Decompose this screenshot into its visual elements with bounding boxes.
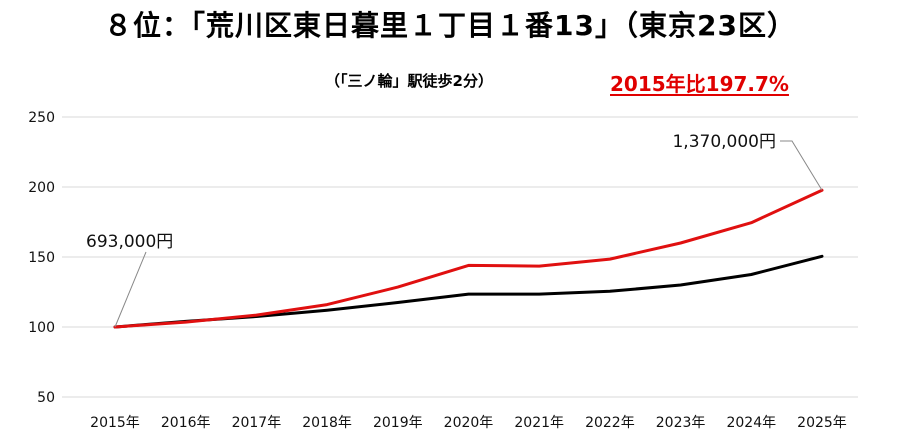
annotation-end-price: 1,370,000円: [672, 132, 776, 152]
y-tick-label: 50: [37, 390, 55, 406]
x-tick-label: 2016年: [161, 415, 211, 431]
y-tick-label: 100: [28, 320, 55, 336]
gridlines: [62, 116, 858, 398]
x-tick-label: 2021年: [514, 415, 564, 431]
x-tick-label: 2022年: [585, 415, 635, 431]
x-tick-label: 2025年: [797, 415, 847, 431]
y-tick-label: 250: [28, 110, 55, 126]
x-tick-label: 2018年: [302, 415, 352, 431]
annotation-leader-line: [114, 251, 147, 328]
y-axis-ticks: 50 100 150 200 250: [28, 110, 55, 406]
x-tick-label: 2015年: [90, 415, 140, 431]
x-tick-label: 2023年: [656, 415, 706, 431]
x-tick-label: 2024年: [726, 415, 776, 431]
series-lines: [113, 188, 824, 329]
annotation-start-price: 693,000円: [86, 232, 173, 252]
annotations: 693,000円 1,370,000円: [86, 132, 823, 328]
y-tick-label: 150: [28, 250, 55, 266]
series-line-red: [113, 188, 824, 329]
growth-rate-badge: 2015年比197.7%: [610, 72, 789, 96]
x-axis-ticks: 2015年 2016年 2017年 2018年 2019年 2020年 2021年 2022年…: [90, 415, 847, 431]
x-tick-label: 2019年: [373, 415, 423, 431]
x-tick-label: 2017年: [232, 415, 282, 431]
y-tick-label: 200: [28, 180, 55, 196]
chart-subtitle: （「三ノ輪」駅徒歩2分）: [325, 72, 493, 90]
annotation-leader-line: [780, 140, 823, 191]
page-title: ８位：「荒川区東日暮里１丁目１番13」（東京23区）: [104, 9, 796, 42]
x-tick-label: 2020年: [444, 415, 494, 431]
